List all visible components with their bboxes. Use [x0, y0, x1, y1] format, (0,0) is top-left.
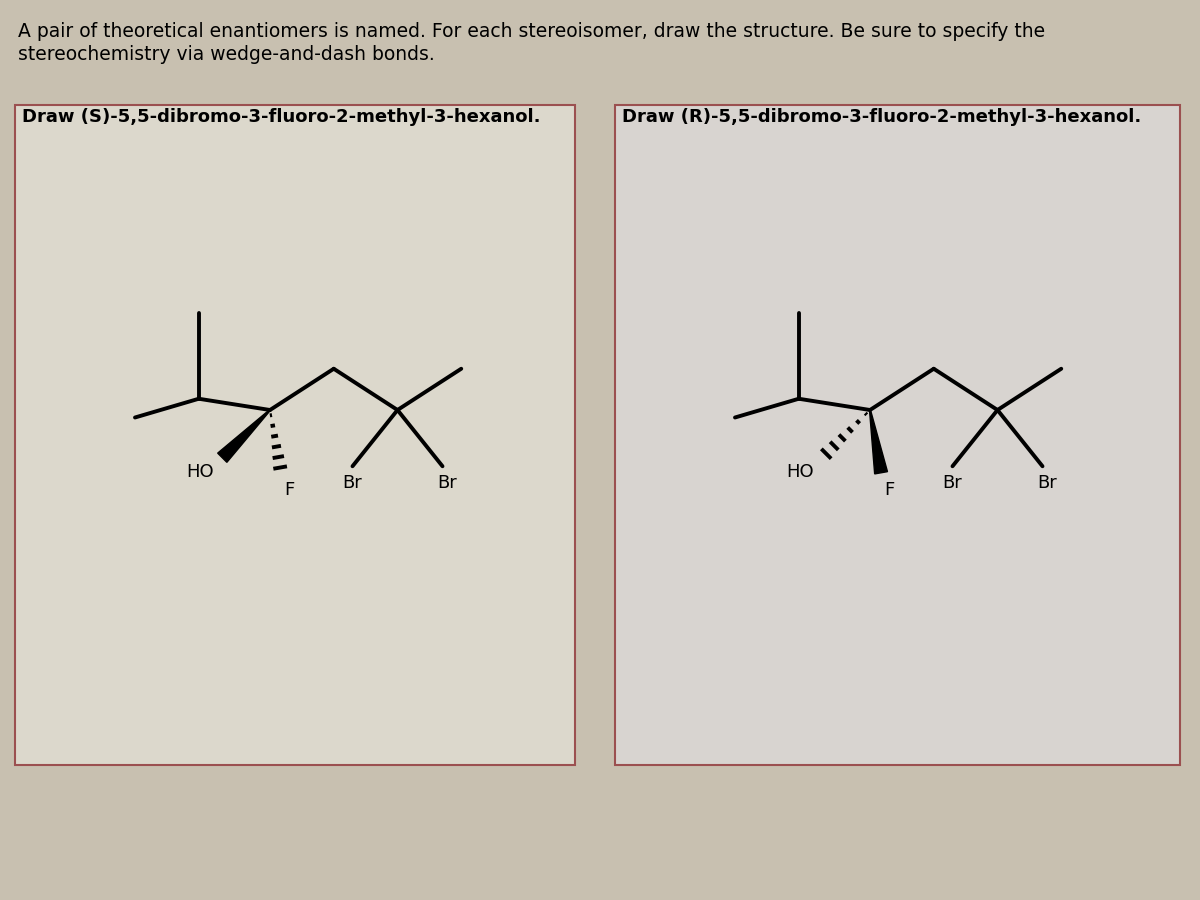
Text: F: F [884, 481, 894, 499]
Polygon shape [870, 410, 888, 474]
Bar [616, 105, 1180, 765]
Bar [14, 105, 575, 765]
Text: Draw (R)-5,5-dibromo-3-fluoro-2-methyl-3-hexanol.: Draw (R)-5,5-dibromo-3-fluoro-2-methyl-3… [622, 108, 1141, 126]
Text: Draw (S)-5,5-dibromo-3-fluoro-2-methyl-3-hexanol.: Draw (S)-5,5-dibromo-3-fluoro-2-methyl-3… [22, 108, 540, 126]
Text: Br: Br [943, 474, 962, 492]
Text: F: F [284, 481, 294, 499]
Polygon shape [217, 410, 270, 463]
Text: HO: HO [187, 463, 215, 481]
Text: Br: Br [438, 474, 457, 492]
Text: Br: Br [343, 474, 362, 492]
Text: Br: Br [1038, 474, 1057, 492]
Text: A pair of theoretical enantiomers is named. For each stereoisomer, draw the stru: A pair of theoretical enantiomers is nam… [18, 22, 1045, 41]
Text: HO: HO [787, 463, 815, 481]
Text: stereochemistry via wedge-and-dash bonds.: stereochemistry via wedge-and-dash bonds… [18, 45, 434, 64]
